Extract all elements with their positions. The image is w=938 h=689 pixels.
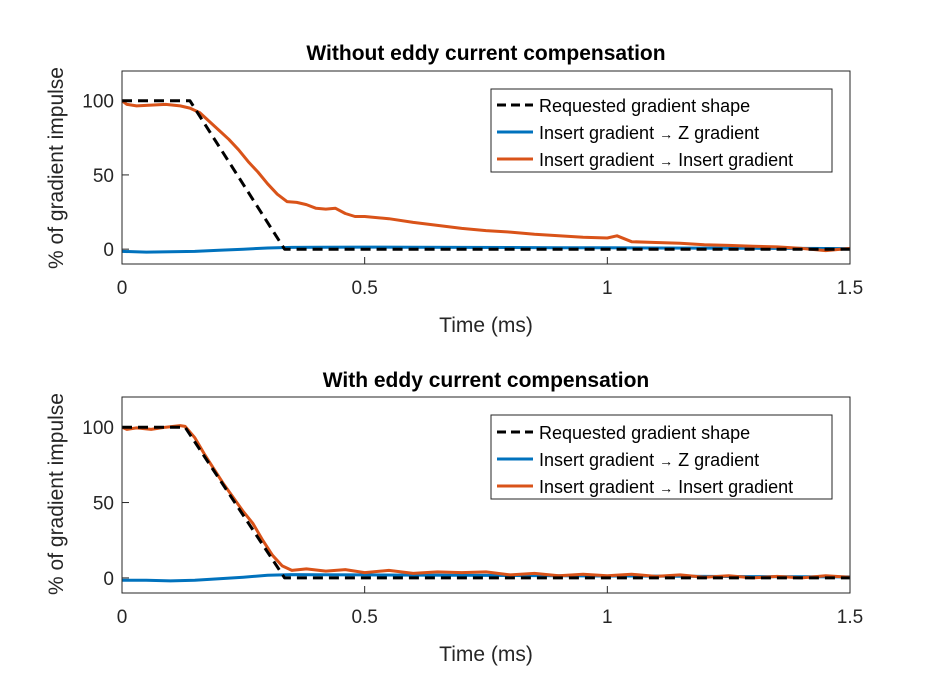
series-layer: [122, 424, 850, 583]
legend-label-insert-gradient: Insert gradient → Insert gradient: [539, 477, 793, 497]
y-axis-label: % of gradient impulse: [45, 67, 68, 269]
x-tick-label: 1.5: [837, 278, 863, 299]
series-line-requested: [122, 425, 850, 580]
x-axis-label: Time (ms): [439, 314, 533, 337]
legend-box: [490, 414, 833, 500]
chart-with-compensation: With eddy current compensation % of grad…: [45, 369, 863, 666]
series-line-insert-gradient: [122, 424, 850, 580]
legend-label-requested: Requested gradient shape: [539, 423, 750, 443]
x-axis-label: Time (ms): [439, 643, 533, 666]
x-tick-label: 0: [117, 607, 128, 628]
legend-label-z-gradient: Insert gradient → Z gradient: [539, 123, 759, 143]
axes-box: [121, 70, 851, 265]
chart-title: With eddy current compensation: [323, 369, 650, 392]
y-tick-label: 100: [82, 418, 114, 439]
legend: Requested gradient shape Insert gradient…: [490, 88, 833, 173]
axes-box: [121, 396, 851, 594]
chart-without-compensation: Without eddy current compensation % of g…: [45, 42, 863, 337]
x-tick-label: 0.5: [351, 278, 377, 299]
y-tick-label: 0: [103, 569, 114, 590]
legend-label-z-gradient: Insert gradient → Z gradient: [539, 450, 759, 470]
tick-layer: 0 0.5 1 1.5 0 50 100: [82, 418, 863, 628]
plot-area: [122, 99, 850, 254]
legend-label-insert-gradient: Insert gradient → Insert gradient: [539, 150, 793, 170]
legend-label-requested: Requested gradient shape: [539, 96, 750, 116]
x-tick-label: 0.5: [351, 607, 377, 628]
series-line-requested: [122, 99, 850, 251]
series-line-insert-gradient: [122, 99, 850, 253]
x-tick-label: 1: [602, 607, 613, 628]
legend-box: [490, 88, 833, 173]
y-tick-label: 50: [93, 494, 114, 515]
y-tick-label: 0: [103, 240, 114, 261]
series-line-z-gradient: [122, 245, 850, 254]
tick-layer: 0 0.5 1 1.5 0 50 100: [82, 92, 863, 299]
x-tick-label: 0: [117, 278, 128, 299]
series-layer: [122, 99, 850, 254]
x-tick-label: 1.5: [837, 607, 863, 628]
y-tick-label: 50: [93, 166, 114, 187]
y-tick-label: 100: [82, 92, 114, 113]
x-tick-label: 1: [602, 278, 613, 299]
chart-title: Without eddy current compensation: [306, 42, 665, 65]
plot-area: [122, 424, 850, 583]
legend: Requested gradient shape Insert gradient…: [490, 414, 833, 500]
y-axis-label: % of gradient impulse: [45, 393, 68, 595]
